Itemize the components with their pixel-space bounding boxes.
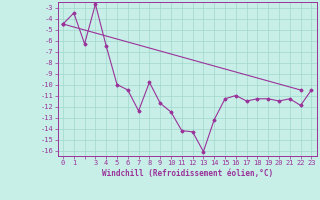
X-axis label: Windchill (Refroidissement éolien,°C): Windchill (Refroidissement éolien,°C)	[102, 169, 273, 178]
